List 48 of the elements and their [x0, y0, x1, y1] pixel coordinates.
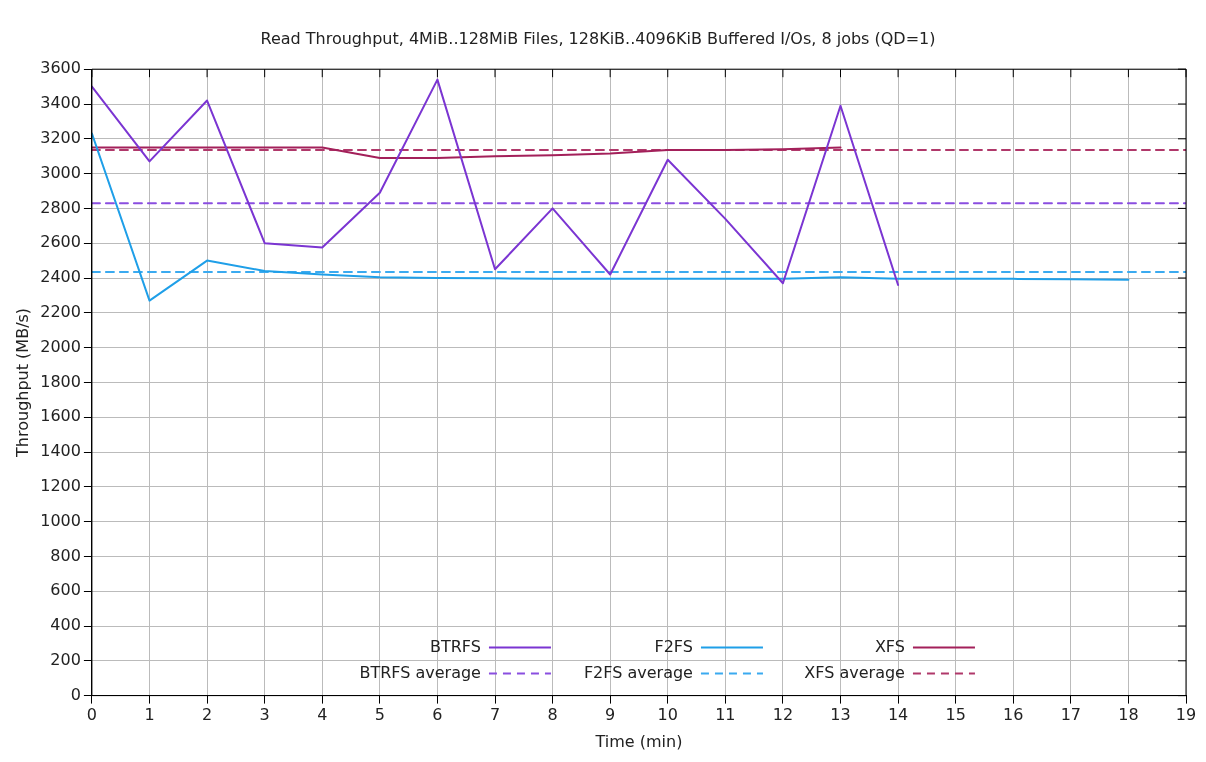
x-tick-label: 9	[605, 705, 616, 725]
legend-label: F2FS average	[583, 662, 693, 682]
y-tick-label: 1600	[40, 406, 81, 426]
y-tick-label: 1200	[40, 475, 81, 495]
x-tick-label: 2	[201, 705, 213, 725]
y-tick-label: 3200	[40, 127, 81, 147]
y-tick-label: 2800	[40, 197, 81, 217]
y-tick-label: 2200	[40, 301, 81, 321]
x-tick-label: 5	[374, 705, 385, 725]
x-tick-label: 1	[144, 705, 155, 725]
y-axis-title: Throughput (MB/s)	[12, 307, 32, 458]
y-tick-label: 3400	[40, 93, 81, 113]
x-tick-label: 19	[1175, 705, 1197, 725]
chart-title: Read Throughput, 4MiB..128MiB Files, 128KiB..4096KiB Buffered I/Os, 8 jobs (QD=1)	[260, 28, 936, 48]
x-tick-label: 0	[86, 705, 98, 725]
x-tick-label: 12	[772, 705, 794, 725]
x-axis-title: Time (min)	[594, 731, 683, 751]
legend-label: XFS	[874, 636, 905, 656]
x-tick-label: 8	[547, 705, 558, 725]
x-tick-label: 4	[317, 705, 328, 725]
x-tick-label: 10	[657, 705, 678, 725]
x-tick-label: 3	[259, 705, 270, 725]
y-tick-label: 1400	[40, 441, 81, 461]
legend-label: BTRFS	[430, 636, 481, 656]
y-tick-label: 400	[50, 615, 81, 635]
x-tick-label: 17	[1060, 705, 1082, 725]
y-tick-label: 0	[70, 684, 81, 704]
y-tick-label: 1800	[40, 371, 81, 391]
legend-label: BTRFS average	[359, 662, 481, 682]
x-tick-label: 18	[1118, 705, 1139, 725]
y-tick-label: 800	[50, 545, 81, 565]
y-tick-label: 600	[50, 580, 81, 600]
legend-label: XFS average	[804, 662, 905, 682]
y-tick-label: 1000	[40, 510, 81, 530]
x-tick-label: 14	[887, 705, 909, 725]
y-tick-label: 2000	[40, 336, 81, 356]
x-tick-label: 13	[830, 705, 851, 725]
x-tick-label: 7	[489, 705, 501, 725]
y-tick-label: 2400	[40, 267, 81, 287]
y-tick-label: 3000	[40, 162, 81, 182]
y-tick-label: 2600	[40, 232, 81, 252]
y-tick-label: 200	[50, 649, 81, 669]
legend-label: F2FS	[654, 636, 693, 656]
x-tick-label: 6	[432, 705, 443, 725]
x-tick-label: 16	[1003, 705, 1024, 725]
x-tick-label: 11	[715, 705, 736, 725]
x-tick-label: 15	[945, 705, 966, 725]
y-tick-label: 3600	[40, 58, 81, 78]
